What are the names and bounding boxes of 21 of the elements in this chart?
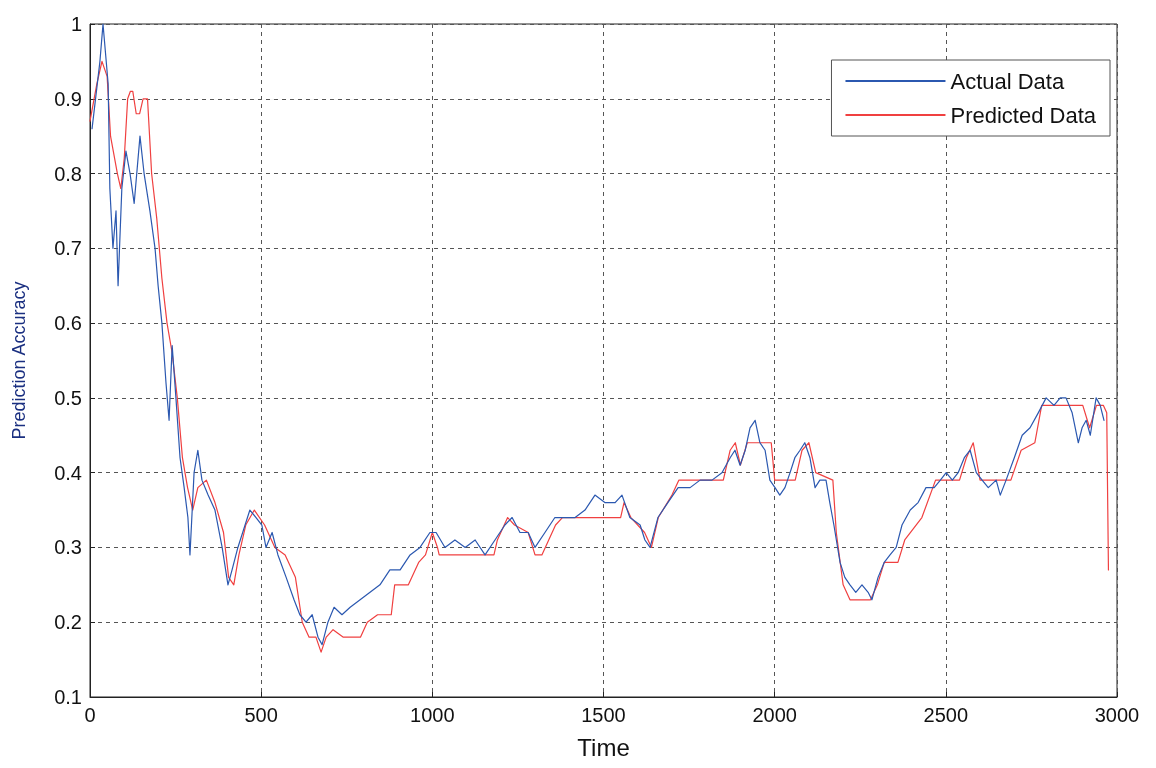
x-tick-label: 0 [84,704,96,726]
y-tick-label: 1 [70,13,82,35]
x-axis-title: Time [577,733,630,761]
x-tick-label: 3000 [1094,704,1140,726]
y-axis-title: Prediction Accuracy [9,281,29,440]
legend-label: Predicted Data [950,102,1097,128]
y-tick-label: 0.7 [54,237,82,260]
x-tick-label: 500 [244,704,278,726]
y-tick-label: 0.2 [54,611,82,634]
legend-label: Actual Data [950,68,1065,94]
y-tick-label: 0.5 [54,386,82,409]
x-tick-label: 2500 [923,704,969,726]
y-tick-label: 0.9 [54,87,82,110]
y-tick-label: 0.4 [54,461,82,484]
x-tick-label: 2000 [752,704,797,726]
y-tick-label: 0.8 [54,162,82,185]
x-tick-label: 1500 [581,704,626,726]
y-tick-label: 0.1 [54,686,82,708]
y-tick-label: 0.3 [54,536,82,559]
y-tick-label: 0.6 [54,312,82,335]
x-tick-label: 1000 [410,704,455,726]
